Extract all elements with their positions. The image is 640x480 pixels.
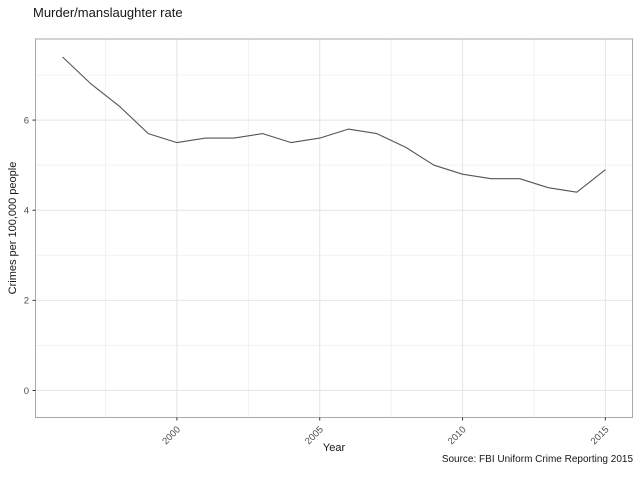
x-tick-label: 2015: [589, 424, 612, 447]
x-axis-title: Year: [322, 442, 346, 454]
chart-title: Murder/manslaughter rate: [33, 5, 183, 20]
data-line-murder-manslaughter-rate-per-100-000-people: [62, 56, 606, 193]
y-tick-label: 2: [24, 296, 29, 307]
chart-caption: Source: FBI Uniform Crime Reporting 2015: [441, 454, 633, 465]
panel-border: [35, 38, 633, 418]
x-tick-label: 2010: [446, 424, 469, 447]
y-tick-label: 0: [24, 386, 29, 397]
y-axis-title: Crimes per 100,000 people: [7, 161, 19, 295]
y-tick-label: 4: [24, 206, 29, 217]
x-tick-label: 2000: [160, 424, 183, 447]
y-tick-label: 6: [24, 115, 29, 126]
panel-background: [35, 39, 633, 418]
